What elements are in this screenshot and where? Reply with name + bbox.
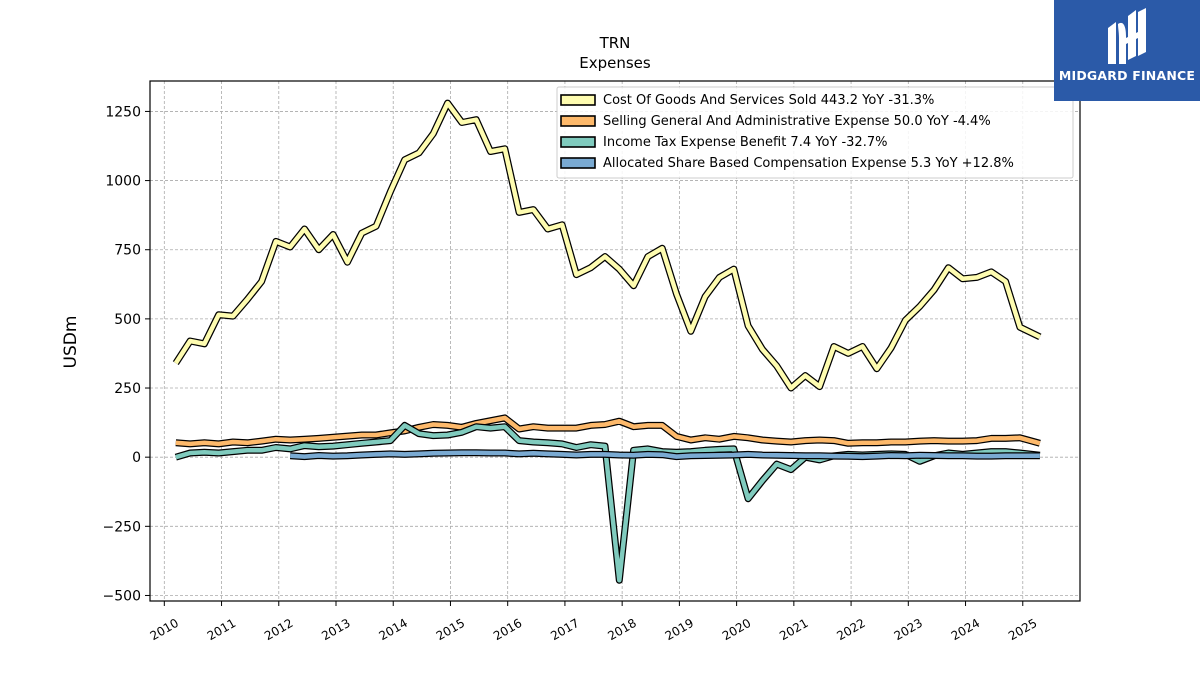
y-axis-ticks: −500 −250 0 250 500 750 1000 1250 — [103, 104, 150, 604]
series-line-1 — [173, 100, 1041, 391]
series-line-4 — [290, 450, 1040, 459]
legend-label: Cost Of Goods And Services Sold 443.2 Yo… — [603, 93, 934, 108]
y-tick-label: −250 — [103, 519, 141, 535]
x-tick-label: 2020 — [720, 616, 753, 643]
x-tick-label: 2017 — [548, 616, 581, 643]
legend-swatch — [560, 94, 596, 106]
x-tick-label: 2015 — [434, 616, 467, 643]
x-tick-label: 2023 — [892, 616, 925, 643]
y-tick-label: 250 — [114, 381, 141, 397]
legend-swatch — [560, 136, 596, 148]
x-tick-label: 2022 — [834, 616, 867, 643]
legend-label: Selling General And Administrative Expen… — [603, 114, 991, 129]
legend-label: Allocated Share Based Compensation Expen… — [603, 156, 1014, 171]
x-tick-label: 2013 — [319, 616, 352, 643]
x-tick-label: 2010 — [148, 616, 181, 643]
chart-subtitle: Expenses — [579, 54, 651, 72]
chart-title: TRN — [599, 34, 631, 52]
y-tick-label: −500 — [103, 588, 141, 604]
logo-text: MIDGARD FINANCE — [1058, 68, 1196, 83]
x-tick-label: 2012 — [262, 616, 295, 643]
x-tick-label: 2024 — [949, 616, 982, 643]
series-outline-3 — [174, 421, 1041, 584]
y-axis-label: USDm — [61, 316, 81, 369]
x-tick-label: 2019 — [663, 616, 696, 643]
plot-frame — [149, 80, 1081, 602]
x-tick-label: 2021 — [777, 616, 810, 643]
x-tick-label: 2011 — [205, 616, 238, 643]
x-axis-ticks: 2010 2011 2012 2013 2014 2015 2016 2017 2018 2019… — [148, 601, 1039, 643]
x-tick-label: 2018 — [605, 616, 638, 643]
y-tick-label: 1250 — [105, 104, 141, 120]
y-tick-label: 750 — [114, 243, 141, 259]
legend-box — [556, 86, 1074, 179]
x-tick-label: 2025 — [1006, 616, 1039, 643]
plot-series — [172, 99, 1042, 584]
midgard-logo-icon — [1108, 8, 1146, 64]
x-tick-label: 2016 — [491, 616, 524, 643]
legend-swatch — [560, 115, 596, 127]
y-tick-label: 1000 — [105, 174, 141, 190]
brand-logo: MIDGARD FINANCE — [1054, 0, 1200, 101]
chart-legend: Cost Of Goods And Services Sold 443.2 Yo… — [556, 86, 1074, 179]
y-tick-label: 0 — [132, 450, 141, 466]
legend-swatch — [560, 157, 596, 169]
series-line-2 — [175, 415, 1041, 447]
y-tick-label: 500 — [114, 312, 141, 328]
legend-label: Income Tax Expense Benefit 7.4 YoY -32.7… — [603, 135, 887, 150]
x-tick-label: 2014 — [377, 616, 410, 643]
